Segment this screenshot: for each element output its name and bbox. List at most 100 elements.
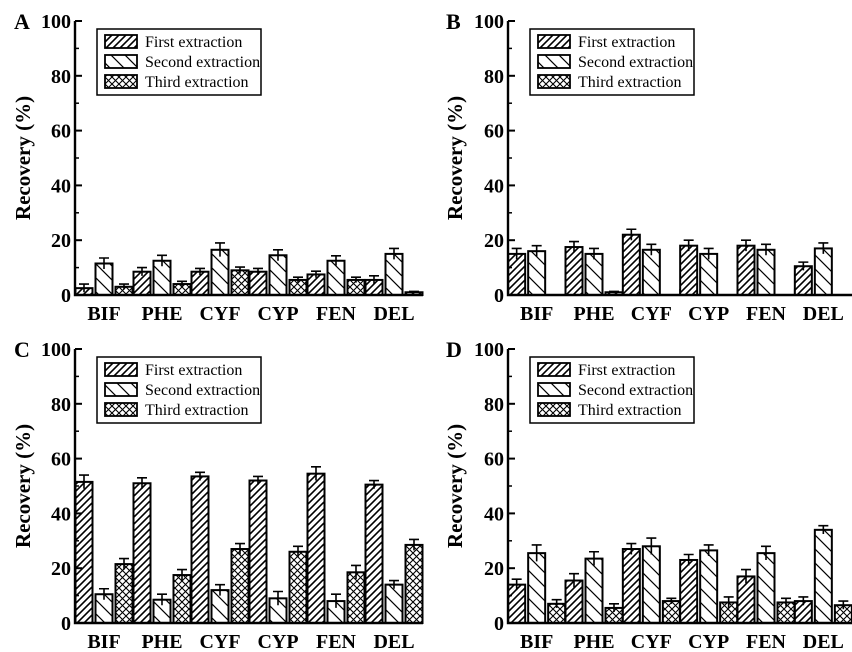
x-tick-label: DEL: [803, 303, 844, 325]
error-bar: [235, 266, 245, 274]
bar-d-cyp-series1: [679, 558, 699, 624]
x-tick-label: CYP: [688, 631, 729, 652]
x-tick-label: FEN: [316, 631, 357, 652]
y-tick-label: 80: [51, 394, 71, 416]
error-bar: [741, 239, 751, 252]
error-bar: [79, 283, 89, 293]
y-tick-label: 20: [484, 230, 504, 252]
y-axis-label: Recovery (%): [11, 96, 35, 220]
error-bar: [79, 474, 89, 489]
panel-letter: B: [446, 9, 461, 34]
bar-c-cyp-series1: [248, 479, 268, 624]
error-bar: [177, 280, 187, 287]
y-tick-label: 40: [51, 503, 71, 525]
bar-a-cyf-series3: [230, 269, 250, 296]
bar-c-fen-series1: [306, 472, 326, 625]
bar-c-cyf-series3: [230, 548, 250, 625]
bar-c-phe-series1: [132, 482, 152, 625]
y-tick-label: 80: [484, 394, 504, 416]
error-bar: [157, 593, 167, 606]
panel-a: 0 20 40 60 80 100 BIF PHE CYF CYP FEN DEL A Recovery …: [11, 9, 424, 325]
bar-d-phe-series2: [584, 557, 604, 624]
bar-d-cyf-series1: [621, 548, 641, 625]
legend-entry: First extraction: [578, 362, 675, 379]
error-bar: [569, 240, 579, 253]
panel-d: 0 20 40 60 80 100 BIF PHE CYF CYP FEN DEL D Recovery …: [443, 337, 852, 652]
bar-c-cyp-series3: [288, 550, 308, 625]
error-bar: [683, 553, 694, 566]
x-tick-label: FEN: [746, 631, 787, 652]
error-bar: [369, 275, 379, 285]
x-tick-label: BIF: [87, 303, 120, 325]
error-bar: [761, 545, 771, 560]
x-tick-label: BIF: [520, 631, 553, 652]
error-bar: [389, 579, 399, 589]
x-tick-label: CYF: [199, 303, 240, 325]
bar-a-cyf-series1: [190, 270, 210, 296]
panel-letter: A: [14, 9, 30, 34]
y-tick-label: 40: [51, 175, 71, 197]
legend-entry: Third extraction: [145, 74, 249, 91]
error-bar: [741, 568, 751, 584]
x-tick-label: CYF: [631, 631, 672, 652]
y-tick-label: 20: [484, 558, 504, 580]
legend-entry: Second extraction: [145, 382, 260, 399]
x-tick-label: CYP: [257, 303, 298, 325]
y-axis-label: Recovery (%): [443, 424, 467, 548]
panel-c: 0 20 40 60 80 100 BIF PHE CYF CYP FEN DEL C Recovery …: [11, 337, 424, 652]
error-bar: [818, 242, 829, 254]
legend-swatch: [104, 362, 138, 377]
bar-b-bif-series2: [527, 250, 547, 297]
y-axis-label: Recovery (%): [443, 96, 467, 220]
legend-entry: Second extraction: [145, 54, 260, 71]
bar-c-del-series3: [404, 543, 424, 624]
error-bar: [177, 568, 187, 581]
x-tick-label: BIF: [87, 631, 120, 652]
bar-b-bif-series1: [507, 252, 527, 296]
error-bar: [157, 254, 167, 267]
x-tick-label: CYF: [631, 303, 672, 325]
x-tick-label: PHE: [573, 631, 614, 652]
error-bar: [703, 247, 714, 260]
error-bar: [273, 248, 283, 261]
bar-b-cyp-series1: [679, 244, 699, 296]
bar-b-fen-series2: [756, 248, 776, 296]
error-bar: [215, 242, 225, 257]
x-tick-label: BIF: [520, 303, 553, 325]
error-bar: [137, 476, 147, 489]
bar-b-cyf-series1: [621, 233, 641, 296]
error-bar: [351, 564, 361, 580]
error-bar: [195, 471, 205, 481]
error-bar: [273, 590, 283, 606]
bar-c-fen-series3: [346, 571, 366, 624]
legend-swatch: [104, 382, 138, 397]
x-tick-label: DEL: [803, 631, 844, 652]
error-bar: [119, 283, 129, 290]
bar-b-del-series1: [793, 265, 813, 297]
error-bar: [798, 261, 809, 271]
y-tick-label: 100: [41, 11, 71, 33]
panel-b: 0 20 40 60 80 100 BIF PHE CYF CYP FEN DEL B Recovery …: [443, 9, 852, 325]
bar-d-del-series2: [813, 528, 833, 625]
legend-swatch: [104, 402, 138, 417]
y-tick-label: 0: [61, 285, 71, 307]
bar-c-del-series1: [364, 483, 384, 624]
error-bar: [351, 276, 361, 283]
error-bar: [589, 247, 599, 260]
bar-c-cyf-series1: [190, 475, 210, 624]
legend-swatch: [104, 74, 138, 89]
error-bar: [293, 545, 303, 558]
y-tick-label: 20: [51, 230, 71, 252]
error-bar: [589, 550, 599, 566]
error-bar: [99, 257, 109, 269]
error-bar: [409, 290, 419, 294]
bar-d-fen-series1: [736, 575, 756, 624]
error-bar: [798, 596, 809, 606]
error-bar: [626, 542, 637, 555]
legend-swatch: [104, 34, 138, 49]
error-bar: [137, 266, 147, 276]
legend-entry: First extraction: [145, 34, 242, 51]
x-tick-label: PHE: [141, 631, 182, 652]
legend-entry: Third extraction: [145, 402, 249, 419]
